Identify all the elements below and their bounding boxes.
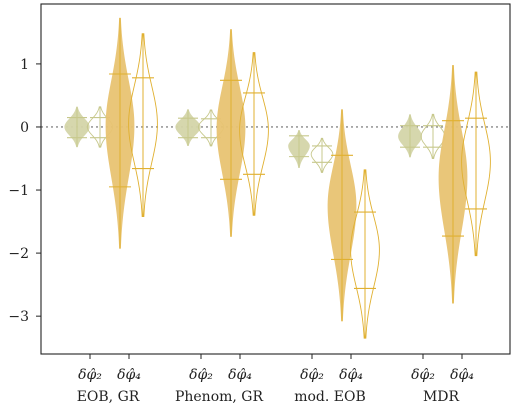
axes: −3 −2 −1 0 1 δφ̂₂ δφ̂₄ EOB, GR δφ̂₂ δφ̂₄ Phenom, G…	[8, 3, 511, 405]
group-label: EOB, GR	[77, 389, 140, 405]
x-tick-label-dphi2: δφ̂₂	[300, 367, 324, 383]
plot-frame	[40, 3, 511, 355]
x-tick-label-dphi4: δφ̂₄	[339, 367, 363, 383]
y-tick-label: −2	[8, 246, 29, 262]
violin-g4-v2-outline	[420, 113, 446, 159]
violin-g3-v2-outline	[310, 137, 334, 173]
violin-g2-v4-outline	[239, 52, 269, 216]
x-tick-label-dphi4: δφ̂₄	[450, 367, 474, 383]
x-tick-label-dphi4: δφ̂₄	[117, 367, 141, 383]
y-tick-label: 0	[20, 120, 29, 136]
y-tick-label: 1	[20, 57, 29, 73]
group-label: mod. EOB	[294, 389, 366, 405]
violin-g1-v4-outline	[128, 33, 158, 217]
x-tick-label-dphi2: δφ̂₂	[189, 367, 213, 383]
x-tick-label-dphi2: δφ̂₂	[78, 367, 102, 383]
violin-g3-v4-outline	[350, 169, 380, 339]
group-label: Phenom, GR	[175, 389, 264, 405]
y-tick-label: −3	[8, 309, 29, 325]
plot-area	[41, 17, 510, 339]
x-tick-label-dphi2: δφ̂₂	[411, 367, 435, 383]
y-tick-label: −1	[8, 183, 29, 199]
group-label: MDR	[423, 389, 460, 405]
violin-g4-v4-outline	[461, 71, 491, 257]
x-tick-label-dphi4: δφ̂₄	[228, 367, 252, 383]
